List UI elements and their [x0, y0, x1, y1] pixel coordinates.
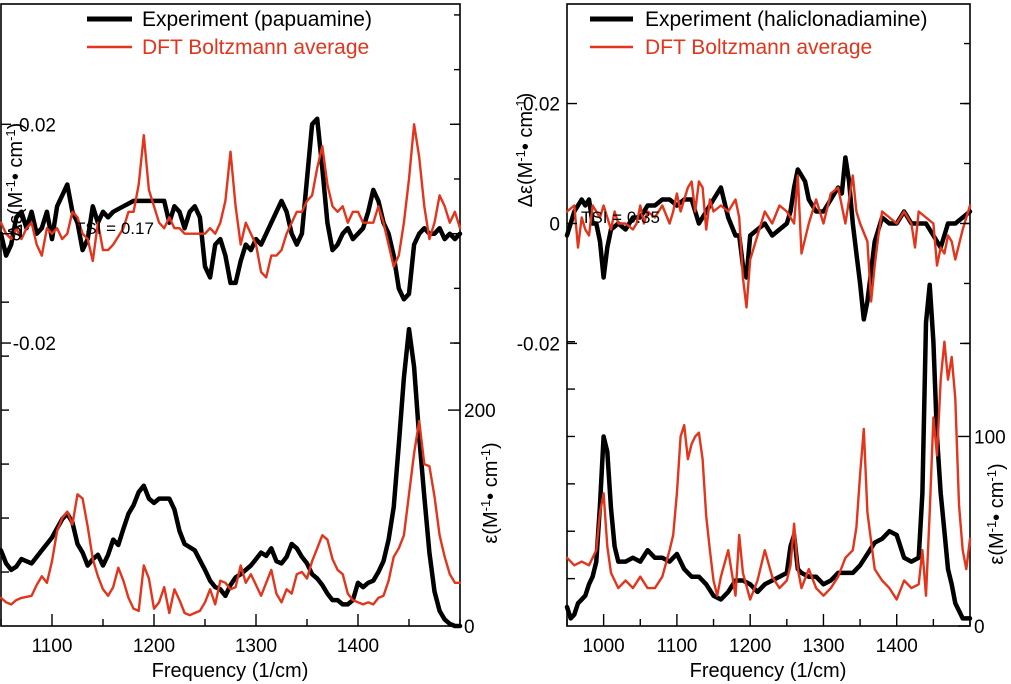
left-vcd-line-experiment	[0, 116, 463, 302]
left-x-tick-label: 1200	[133, 636, 175, 657]
left-x-tick-labels: 1100 1200 1300 1400	[32, 636, 380, 657]
right-x-tick-label: 1200	[729, 636, 771, 657]
right-ir-line-experiment	[564, 282, 973, 621]
left-vcd-y-tick-labels: -0.02 0 0.02	[11, 115, 56, 355]
right-legend-label-dft: DFT Boltzmann average	[645, 36, 872, 59]
left-vcd-y-tick-label: -0.02	[13, 334, 56, 355]
left-ir-y-tick-label: 0	[464, 617, 475, 638]
right-ir-line-dft	[565, 340, 972, 601]
right-vcd-y-tick-label: -0.02	[517, 334, 560, 355]
right-x-ticks	[566, 614, 971, 626]
left-vcd-y-tick-label: 0.02	[19, 115, 56, 136]
right-vcd-y-axis-label: Δε(M-1• cm-1)	[513, 93, 538, 208]
left-x-tick-label: 1300	[235, 636, 277, 657]
left-vcd-plot: -0.02 0 0.02	[0, 14, 463, 355]
left-ir-y-tick-label: 200	[464, 401, 496, 422]
right-vcd-series-experiment	[564, 155, 973, 322]
left-x-ticks	[0, 614, 461, 626]
right-x-tick-label: 1000	[582, 636, 624, 657]
left-ir-y-ticks	[1, 301, 460, 627]
right-vcd-y-tick-label: 0	[549, 214, 560, 235]
left-legend-label-experiment: Experiment (papuamine)	[142, 8, 372, 31]
left-tsi-annotation: TSI = 0.17	[75, 219, 154, 238]
right-ir-y-tick-label: 0	[974, 617, 985, 638]
right-vcd-series-dft	[565, 174, 972, 309]
left-vcd-y-ticks	[1, 14, 460, 344]
left-vcd-series-experiment	[0, 116, 463, 302]
left-panel: -0.02 0 0.02 0 200 1100 1200 1300 1400 Frequen…	[0, 3, 503, 682]
right-vcd-line-experiment	[564, 155, 973, 322]
right-ir-y-ticks	[567, 340, 970, 627]
right-legend: Experiment (haliclonadiamine) DFT Boltzm…	[590, 8, 927, 59]
left-ir-y-axis-label: ε(M-1• cm-1)	[478, 442, 503, 543]
left-vcd-series-dft	[0, 123, 462, 279]
right-ir-series-dft	[565, 340, 972, 601]
right-vcd-y-tick-labels: -0.02 0 0.02	[517, 95, 560, 356]
left-legend-label-dft: DFT Boltzmann average	[142, 36, 369, 59]
right-ir-plot: 0 100	[564, 282, 1006, 638]
right-vcd-y-ticks	[567, 42, 970, 345]
right-vcd-line-dft	[565, 174, 972, 309]
left-vcd-y-axis-label: Δε(M-1• cm-1)	[3, 123, 28, 238]
left-ir-line-experiment	[0, 326, 463, 629]
right-panel: -0.02 0 0.02 0 100 1000 1100 1200 1300 1400 Fre…	[513, 3, 1009, 682]
left-plot-frame	[0, 3, 461, 627]
left-ir-y-tick-labels: 0 200	[464, 401, 496, 638]
right-plot-frame	[566, 3, 971, 627]
left-ir-plot: 0 200	[0, 301, 496, 638]
left-vcd-y-tick-label: 0	[11, 225, 22, 246]
right-x-tick-label: 1400	[876, 636, 918, 657]
right-x-tick-label: 1100	[656, 636, 697, 657]
right-x-axis-label: Frequency (1/cm)	[690, 660, 847, 682]
right-vcd-y-tick-label: 0.02	[523, 95, 560, 116]
left-x-tick-label: 1100	[32, 636, 73, 657]
left-x-axis-label: Frequency (1/cm)	[152, 660, 309, 682]
right-x-tick-labels: 1000 1100 1200 1300 1400	[582, 636, 917, 657]
right-vcd-plot: -0.02 0 0.02	[517, 42, 973, 356]
right-ir-y-tick-label: 100	[974, 427, 1006, 448]
right-ir-y-tick-labels: 0 100	[974, 427, 1006, 638]
left-ir-line-dft	[0, 419, 462, 617]
right-ir-y-axis-label: ε(M-1• cm-1)	[984, 463, 1009, 564]
left-legend: Experiment (papuamine) DFT Boltzmann ave…	[87, 8, 372, 59]
right-legend-label-experiment: Experiment (haliclonadiamine)	[645, 8, 927, 31]
left-x-tick-label: 1400	[337, 636, 379, 657]
left-ir-series-experiment	[0, 326, 463, 629]
left-vcd-line-dft	[0, 123, 462, 279]
left-ir-series-dft	[0, 419, 462, 617]
right-ir-series-experiment	[564, 282, 973, 621]
right-tsi-annotation: TSI = 0.35	[581, 208, 660, 227]
right-x-tick-label: 1300	[802, 636, 844, 657]
